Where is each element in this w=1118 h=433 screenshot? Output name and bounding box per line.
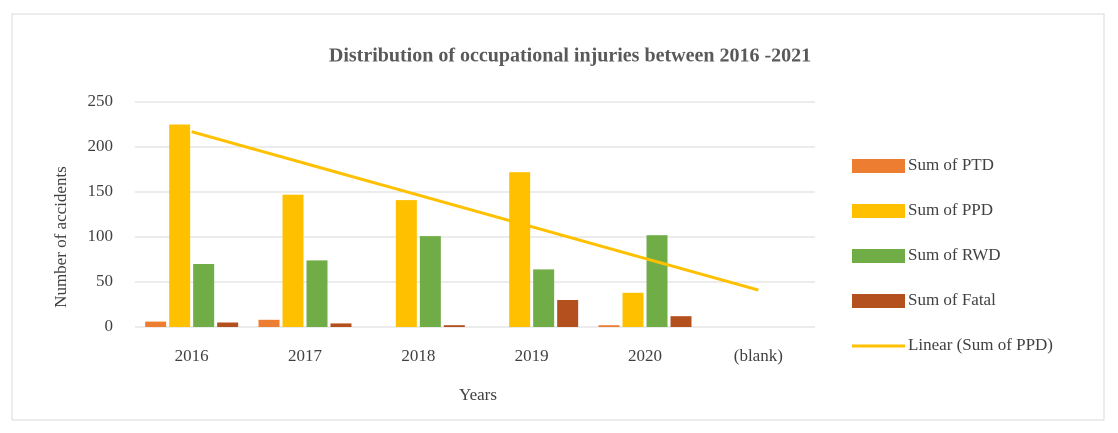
bar bbox=[670, 316, 692, 327]
y-tick-label: 150 bbox=[88, 181, 114, 200]
chart-border bbox=[11, 13, 1105, 421]
x-tick-label: 2018 bbox=[401, 346, 435, 365]
bar bbox=[646, 235, 668, 327]
legend-swatch bbox=[852, 159, 905, 173]
x-tick-label: 2016 bbox=[175, 346, 209, 365]
bar bbox=[622, 292, 644, 327]
legend-swatch bbox=[852, 294, 905, 308]
bar bbox=[145, 321, 167, 327]
bar bbox=[282, 194, 304, 327]
bar bbox=[395, 200, 417, 327]
bar bbox=[169, 124, 191, 327]
legend-label: Sum of RWD bbox=[908, 245, 1001, 264]
bar bbox=[509, 172, 531, 327]
bar bbox=[598, 325, 620, 327]
legend-label: Linear (Sum of PPD) bbox=[908, 335, 1053, 354]
bar bbox=[533, 269, 555, 327]
trend-line bbox=[191, 130, 759, 292]
y-tick-label: 200 bbox=[88, 136, 114, 155]
x-tick-label: 2017 bbox=[288, 346, 323, 365]
x-tick-label: (blank) bbox=[734, 346, 783, 365]
chart-title: Distribution of occupational injuries be… bbox=[329, 45, 811, 67]
bar bbox=[217, 322, 239, 327]
bar bbox=[306, 260, 328, 327]
bar bbox=[557, 300, 579, 327]
legend-label: Sum of PTD bbox=[908, 155, 994, 174]
bar bbox=[258, 319, 280, 327]
y-tick-label: 50 bbox=[96, 271, 113, 290]
bar bbox=[193, 264, 215, 327]
legend-swatch bbox=[852, 249, 905, 263]
x-axis-title: Years bbox=[459, 385, 497, 404]
x-tick-label: 2019 bbox=[515, 346, 549, 365]
y-tick-label: 100 bbox=[88, 226, 114, 245]
x-tick-label: 2020 bbox=[628, 346, 662, 365]
legend-label: Sum of Fatal bbox=[908, 290, 996, 309]
y-tick-label: 0 bbox=[105, 316, 114, 335]
y-tick-label: 250 bbox=[88, 91, 114, 110]
y-axis-title: Number of accidents bbox=[51, 166, 70, 308]
bar bbox=[419, 236, 441, 327]
bar bbox=[443, 325, 465, 327]
bar bbox=[330, 323, 352, 327]
legend-swatch bbox=[852, 204, 905, 218]
legend-label: Sum of PPD bbox=[908, 200, 993, 219]
